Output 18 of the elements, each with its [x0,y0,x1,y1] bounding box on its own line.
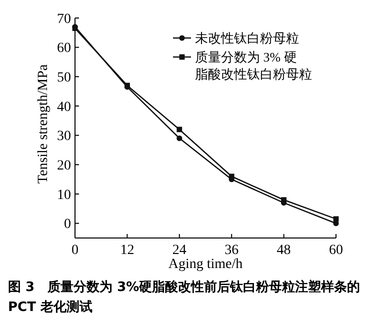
caption: 图 3 质量分数为 3%硬脂酸改性前后钛白粉母粒注塑样条的 PCT 老化测试 [8,278,362,317]
x-tick-label: 48 [276,243,291,258]
y-tick-label: 60 [57,41,71,56]
y-tick-label: 50 [57,70,71,86]
y-tick-label: 10 [57,188,71,203]
x-tick-label: 36 [224,243,239,258]
y-tick-label: 30 [57,129,71,144]
y-tick-label: 40 [57,100,71,115]
y-tick-label: 20 [57,158,71,174]
y-axis-title: Tensile strength/MPa [36,64,51,184]
y-tick-label: 0 [64,217,71,232]
x-tick-label: 12 [120,243,134,258]
x-tick-label: 60 [329,243,343,258]
y-tick-label: 70 [57,12,71,27]
legend-label: 未改性钛白粉母粒 [195,30,299,46]
legend-label: 质量分数为 3% 硬脂酸改性钛白粉母粒 [195,50,312,82]
x-axis-title: Aging time/h [168,257,243,272]
x-tick-label: 24 [172,243,186,258]
